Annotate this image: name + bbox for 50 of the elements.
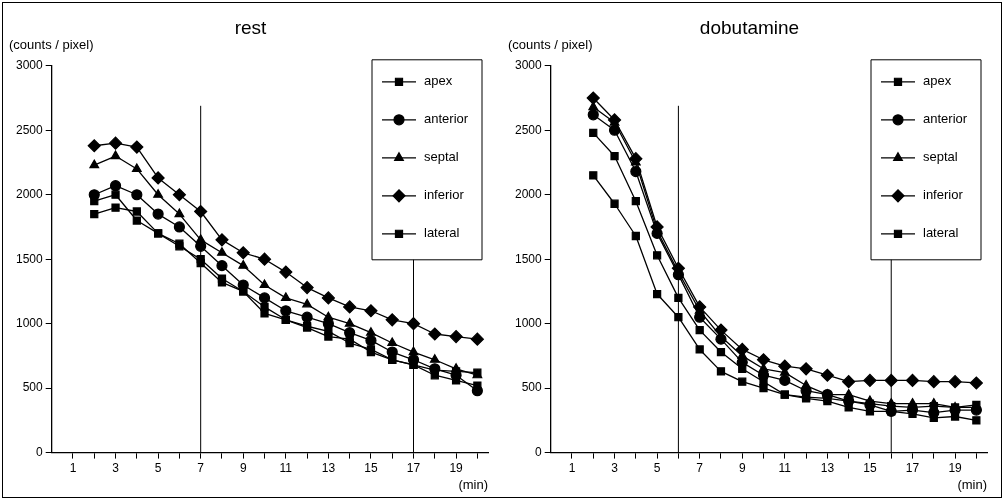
x-tick-label: 19 <box>948 461 963 476</box>
legend-label: inferior <box>424 187 465 203</box>
y-tick-label: 1500 <box>514 251 543 266</box>
y-axis-title: (counts / pixel) <box>508 36 593 52</box>
x-axis-title: (min) <box>458 476 488 492</box>
chart-title: dobutamine <box>699 16 800 38</box>
legend-label: anterior <box>923 111 968 127</box>
legend-label: inferior <box>923 187 964 203</box>
y-tick-label: 2000 <box>15 187 44 202</box>
x-tick-label: 5 <box>154 461 162 476</box>
legend-label: septal <box>424 149 459 165</box>
x-axis-title: (min) <box>957 476 987 492</box>
y-tick-label: 500 <box>521 380 543 395</box>
y-tick-label: 2500 <box>514 122 543 137</box>
legend-label: apex <box>923 73 952 89</box>
y-tick-label: 1000 <box>514 315 543 330</box>
legend-label: lateral <box>923 225 959 241</box>
x-tick-label: 9 <box>239 461 247 476</box>
y-tick-label: 1000 <box>15 315 44 330</box>
y-tick-label: 500 <box>22 380 44 395</box>
y-tick-label: 2000 <box>514 187 543 202</box>
x-tick-label: 15 <box>863 461 877 476</box>
x-tick-label: 7 <box>696 461 704 476</box>
x-tick-label: 9 <box>738 461 746 476</box>
y-tick-label: 1500 <box>15 251 44 266</box>
y-tick-label: 3000 <box>15 58 44 73</box>
legend-label: anterior <box>424 111 469 127</box>
x-tick-label: 1 <box>69 461 77 476</box>
y-tick-label: 2500 <box>15 122 44 137</box>
legend-label: lateral <box>424 225 460 241</box>
x-tick-label: 1 <box>568 461 576 476</box>
x-tick-label: 17 <box>905 461 920 476</box>
legend-label: apex <box>424 73 453 89</box>
x-tick-label: 17 <box>406 461 421 476</box>
y-tick-label: 3000 <box>514 58 543 73</box>
legend-label: septal <box>923 149 958 165</box>
x-tick-label: 5 <box>653 461 661 476</box>
x-tick-label: 13 <box>321 461 336 476</box>
y-tick-label: 0 <box>535 444 543 459</box>
chart-title: rest <box>234 16 268 38</box>
x-tick-label: 3 <box>611 461 619 476</box>
x-tick-label: 11 <box>778 461 792 476</box>
x-tick-label: 13 <box>820 461 835 476</box>
x-tick-label: 11 <box>279 461 293 476</box>
x-tick-label: 15 <box>364 461 378 476</box>
y-tick-label: 0 <box>36 444 44 459</box>
x-tick-label: 3 <box>112 461 120 476</box>
x-tick-label: 7 <box>197 461 205 476</box>
y-axis-title: (counts / pixel) <box>9 36 94 52</box>
x-tick-label: 19 <box>449 461 464 476</box>
